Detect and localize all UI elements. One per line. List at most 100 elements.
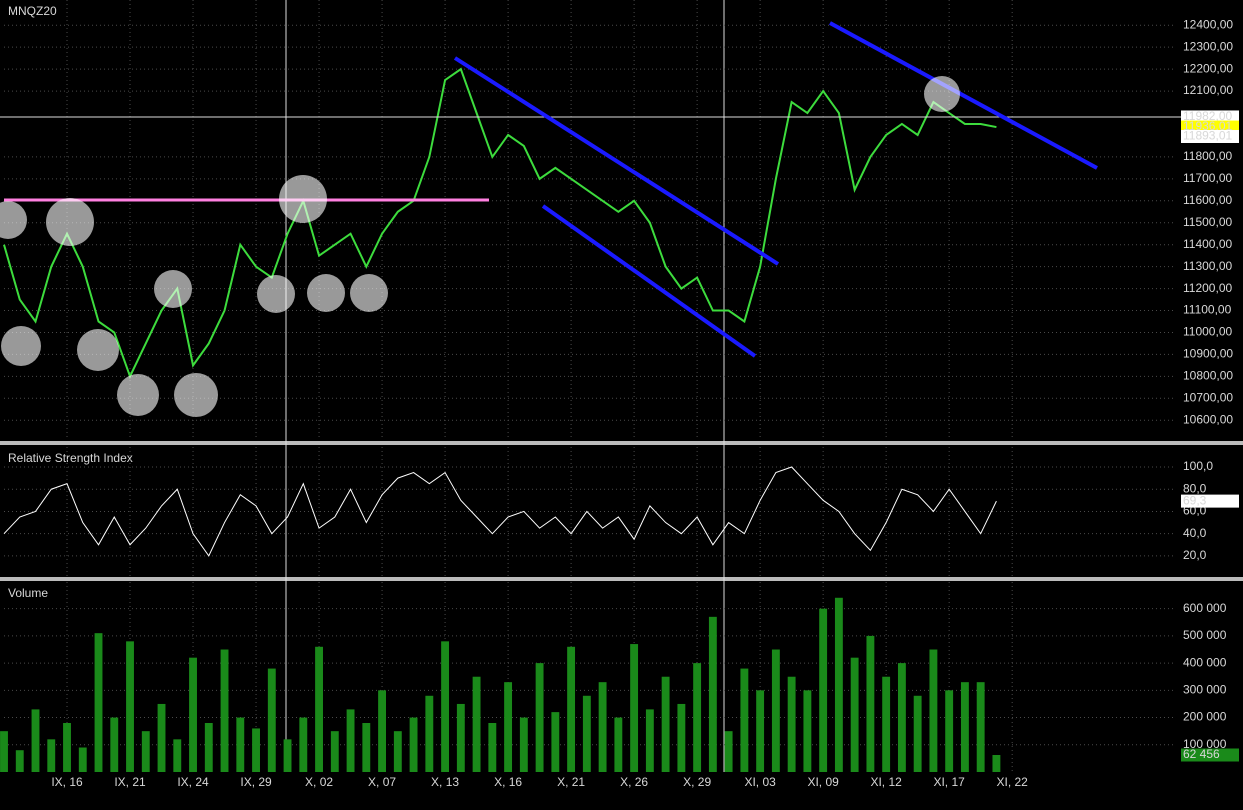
volume-bar	[189, 657, 197, 772]
x-tick-label: IX, 16	[51, 775, 83, 789]
y-tick-label: 80,0	[1183, 481, 1207, 495]
volume-bar	[567, 646, 576, 772]
x-tick-label: IX, 29	[240, 775, 272, 789]
volume-bar	[992, 754, 1001, 772]
volume-bar	[630, 644, 639, 772]
volume-bar	[708, 616, 717, 772]
volume-bar	[157, 703, 166, 772]
volume-bar	[78, 747, 87, 772]
panel-title: MNQZ20	[8, 4, 57, 18]
trend-line	[453, 56, 780, 266]
volume-bar	[472, 676, 481, 772]
volume-bar	[126, 641, 134, 772]
x-tick-label: X, 16	[494, 775, 522, 789]
volume-bar	[551, 712, 560, 772]
volume-bar	[913, 695, 922, 772]
y-tick-label: 11700,00	[1183, 171, 1232, 185]
volume-bar	[47, 739, 56, 772]
y-tick-label: 20,0	[1183, 548, 1207, 562]
x-tick-label: XI, 12	[870, 775, 902, 789]
y-tick-label: 11200,00	[1183, 281, 1232, 295]
volume-bar	[535, 663, 544, 772]
y-tick-label: 12100,00	[1183, 83, 1233, 97]
volume-bar	[897, 663, 906, 772]
volume-bar	[488, 723, 497, 772]
volume-bar	[945, 690, 954, 772]
volume-bar	[756, 690, 765, 772]
volume-bar	[614, 717, 623, 772]
marker-circles	[0, 76, 960, 417]
volume-bar	[94, 633, 103, 772]
volume-bar	[299, 717, 308, 772]
y-tick-label: 12300,00	[1183, 39, 1233, 53]
value-label: 11893,01	[1183, 129, 1232, 143]
y-tick-label: 11500,00	[1183, 215, 1232, 229]
panel-title: Relative Strength Index	[8, 451, 133, 465]
y-tick-label: 500 000	[1183, 628, 1227, 642]
volume-bar	[15, 750, 24, 772]
y-tick-label: 10600,00	[1183, 412, 1233, 426]
volume-bar	[740, 668, 749, 772]
volume-bar	[362, 723, 371, 772]
volume-bar	[0, 731, 8, 772]
y-tick-label: 11400,00	[1183, 237, 1232, 251]
x-tick-label: XI, 09	[807, 775, 839, 789]
volume-bar	[960, 682, 969, 772]
marker-circle	[174, 373, 218, 417]
panel-separator	[0, 577, 1243, 581]
volume-bar	[724, 731, 733, 772]
annotations	[0, 21, 1098, 417]
volume-bar	[771, 649, 780, 772]
y-tick-label: 10900,00	[1183, 347, 1233, 361]
volume-bar	[677, 703, 686, 772]
x-tick-label: XI, 22	[996, 775, 1028, 789]
x-tick-label: IX, 24	[177, 775, 209, 789]
trend-line	[829, 21, 1098, 170]
volume-bar	[803, 690, 812, 772]
y-tick-label: 11600,00	[1183, 193, 1232, 207]
volume-bar	[220, 649, 229, 772]
volume-bar	[283, 739, 292, 772]
y-tick-label: 600 000	[1183, 601, 1227, 615]
volume-bar	[976, 682, 985, 772]
value-label: 11982,00	[1183, 109, 1232, 123]
x-tick-label: XI, 17	[933, 775, 965, 789]
x-tick-label: X, 29	[683, 775, 711, 789]
volume-bar	[425, 695, 434, 772]
value-label: 11936,01	[1183, 119, 1232, 133]
volume-bar	[378, 690, 387, 772]
value-box	[1181, 110, 1239, 124]
marker-circle	[1, 326, 41, 366]
value-label: 69,3	[1183, 493, 1207, 507]
y-tick-label: 200 000	[1183, 710, 1227, 724]
y-tick-label: 40,0	[1183, 526, 1207, 540]
volume-bar	[110, 717, 119, 772]
marker-circle	[307, 274, 345, 312]
volume-bar	[236, 717, 245, 772]
marker-circle	[279, 175, 327, 223]
volume-bar	[834, 597, 843, 772]
volume-bar	[441, 641, 450, 772]
marker-circle	[77, 329, 119, 371]
volume-bar	[850, 657, 859, 772]
volume-bar	[787, 676, 796, 772]
volume-bar	[267, 668, 276, 772]
volume-bar	[63, 723, 71, 772]
volume-bar	[519, 717, 528, 772]
y-tick-label: 11800,00	[1183, 149, 1232, 163]
marker-circle	[350, 274, 388, 312]
volume-bar	[693, 663, 702, 772]
y-tick-label: 10700,00	[1183, 390, 1233, 404]
volume-bar	[409, 717, 418, 772]
y-tick-label: 11000,00	[1183, 325, 1232, 339]
y-tick-label: 12200,00	[1183, 61, 1233, 75]
y-tick-label: 11300,00	[1183, 259, 1232, 273]
y-tick-label: 300 000	[1183, 683, 1227, 697]
x-tick-label: X, 13	[431, 775, 459, 789]
y-tick-label: 12400,00	[1183, 17, 1233, 31]
volume-bar	[645, 709, 654, 772]
volume-bar	[661, 676, 670, 772]
marker-circle	[117, 374, 159, 416]
marker-circle	[257, 275, 295, 313]
